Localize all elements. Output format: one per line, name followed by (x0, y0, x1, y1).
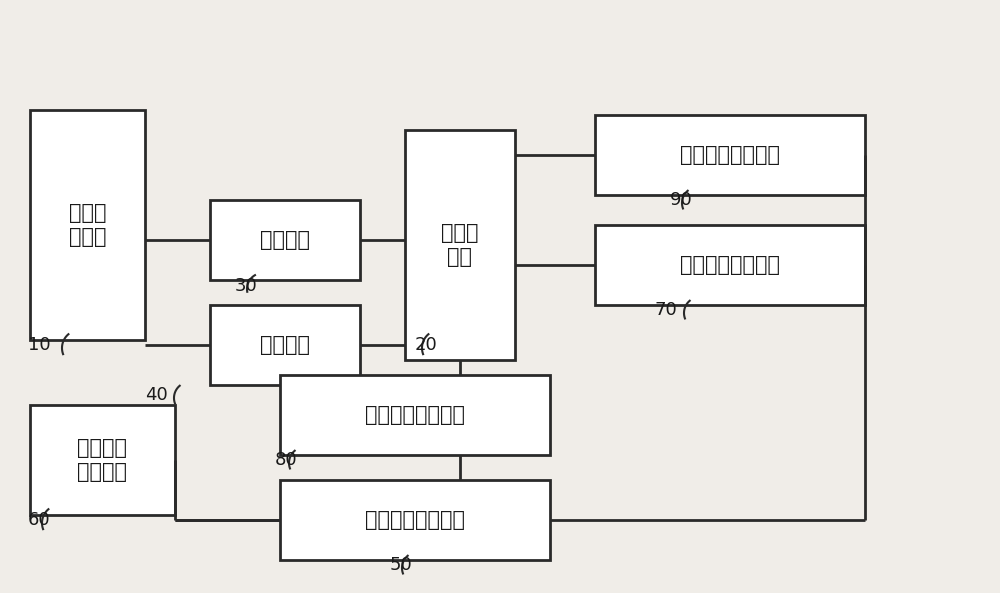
Text: 开门状态检测电路: 开门状态检测电路 (680, 255, 780, 275)
Bar (210, 200, 360, 280)
Bar (210, 305, 360, 385)
Text: 50: 50 (390, 556, 413, 574)
Bar (30, 405, 175, 515)
Bar (280, 375, 550, 455)
Text: 单片机
电路: 单片机 电路 (441, 224, 479, 267)
Text: 40: 40 (145, 386, 168, 404)
Text: 10: 10 (28, 336, 51, 354)
Text: 解码电路: 解码电路 (260, 230, 310, 250)
Bar (280, 480, 550, 560)
Text: 80: 80 (275, 451, 298, 469)
Text: 总线电
源电路: 总线电 源电路 (69, 203, 106, 247)
Bar (30, 110, 145, 340)
Text: 电源状态检测电路: 电源状态检测电路 (680, 145, 780, 165)
Text: 60: 60 (28, 511, 51, 529)
Text: 20: 20 (415, 336, 438, 354)
Bar (595, 115, 865, 195)
Text: 90: 90 (670, 191, 693, 209)
Bar (595, 225, 865, 305)
Bar (405, 130, 515, 360)
Text: 回码电路: 回码电路 (260, 335, 310, 355)
Text: 直流电源控制电路: 直流电源控制电路 (365, 510, 465, 530)
Text: 30: 30 (235, 277, 258, 295)
Text: 关门状态检测电路: 关门状态检测电路 (365, 405, 465, 425)
Text: 70: 70 (655, 301, 678, 319)
Text: 电磁定位
驱动电路: 电磁定位 驱动电路 (78, 438, 128, 482)
